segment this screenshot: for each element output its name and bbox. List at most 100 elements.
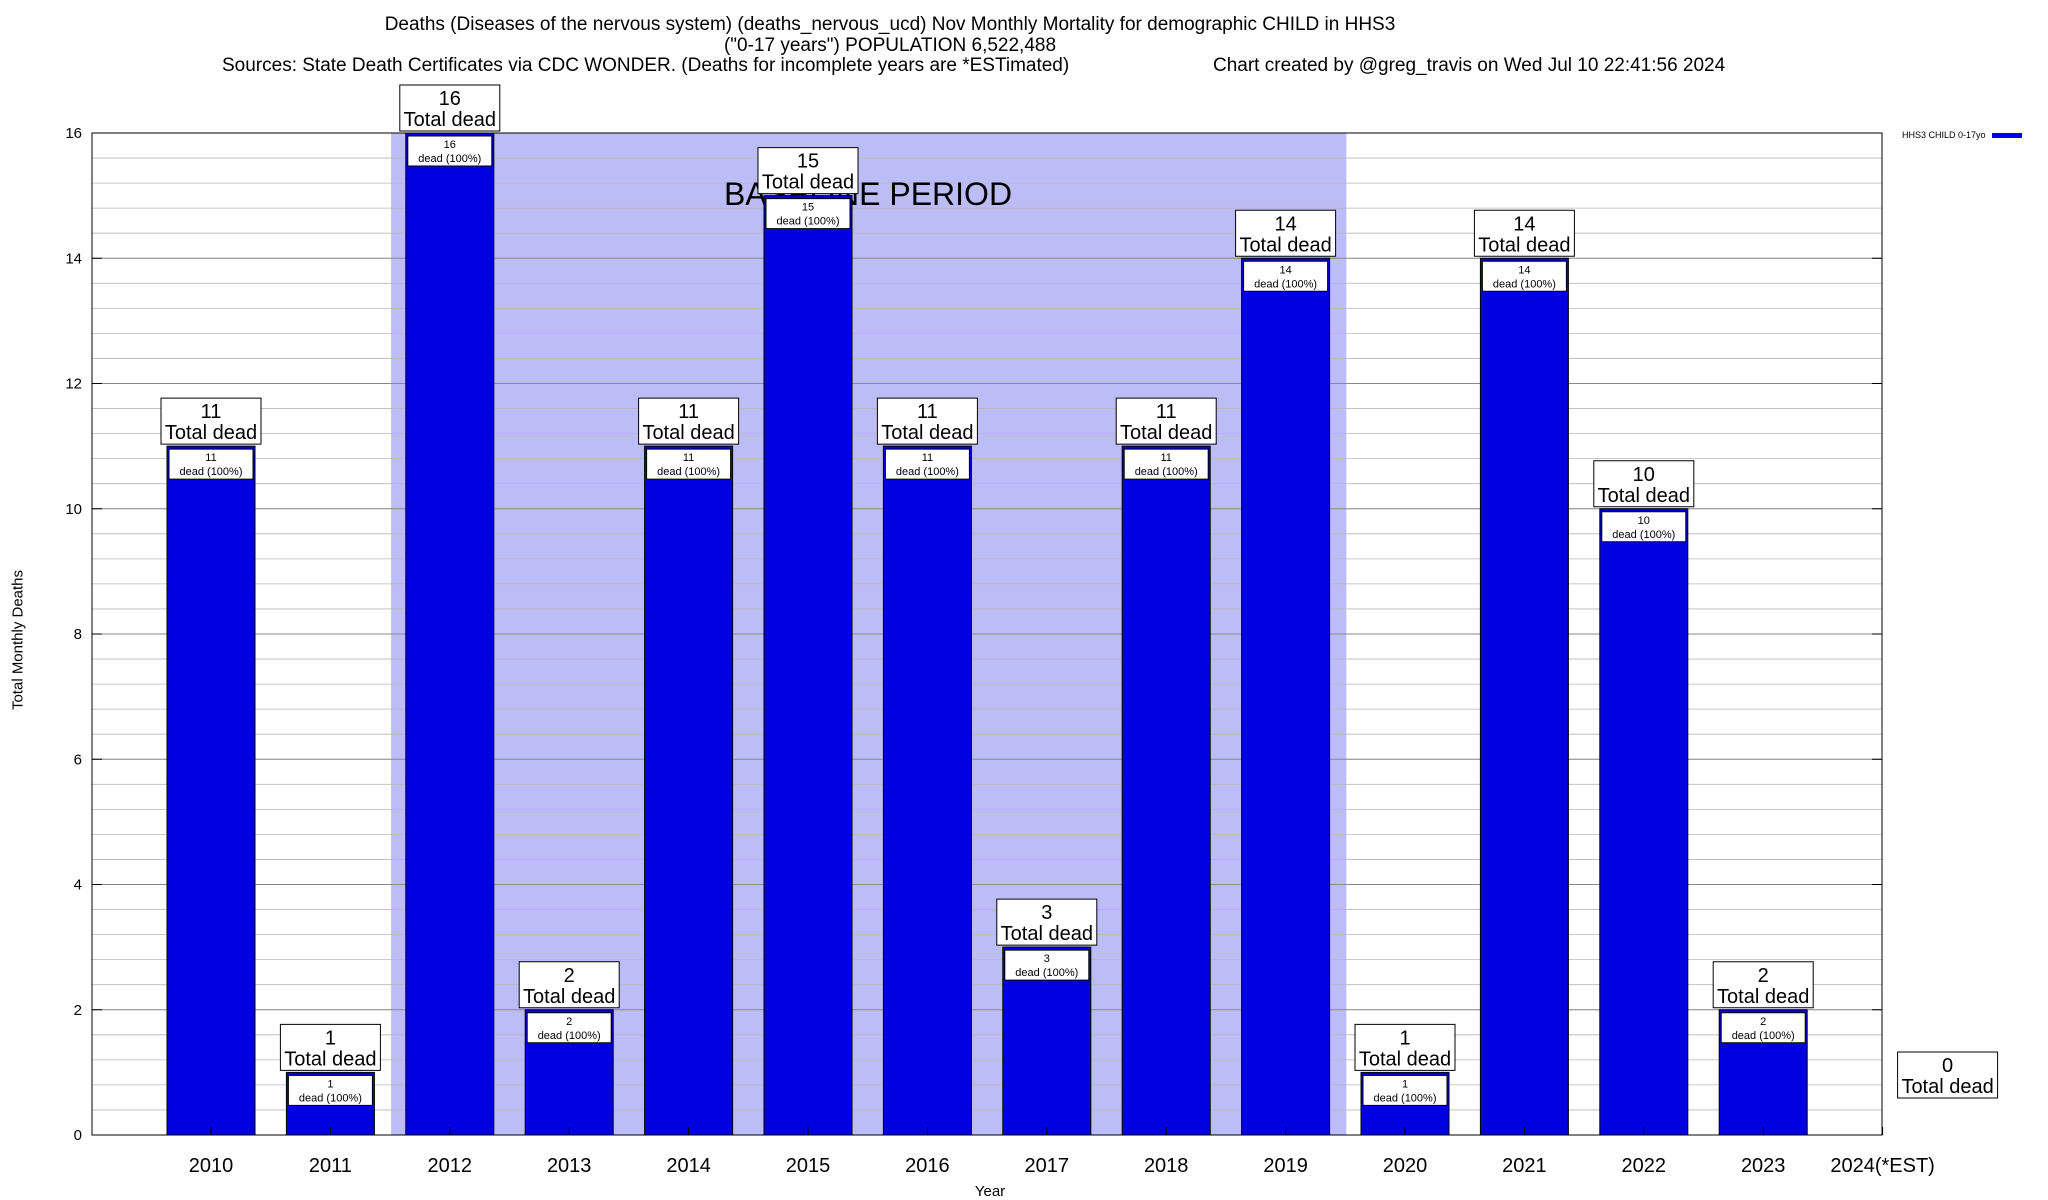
bar [644,445,734,1136]
bar-inner-label: dead (100%) [1493,278,1556,290]
bar-inner-label: dead (100%) [299,1092,362,1104]
bar-total-label: Total dead [1717,986,1809,1008]
x-tick-label: 2019 [1263,1155,1308,1177]
bar-total-value: 0 [1942,1055,1953,1077]
bar-inner-label-box [1362,1074,1448,1106]
bar-total-value: 16 [439,88,461,110]
bar-total-label: Total dead [1598,485,1690,507]
bar-inner-value: 14 [1518,264,1530,276]
bar-total-label: Total dead [1001,923,1093,945]
bar-total-label: Total dead [881,422,973,444]
bar-inner-label-box [287,1074,373,1106]
bar-inner-label: dead (100%) [180,466,243,478]
bar-total-value: 2 [564,965,575,987]
chart-title-line-2: ("0-17 years") POPULATION 6,522,488 [723,35,1057,56]
bar-inner-label-box [765,198,851,230]
chart-title-line-1: Deaths (Diseases of the nervous system) … [384,14,1396,35]
bar-inner-label-box [1481,260,1567,292]
x-tick-label: 2017 [1025,1155,1070,1177]
bar-total-value: 2 [1758,965,1769,987]
bar-inner-label: dead (100%) [657,466,720,478]
legend-swatch [1991,133,2022,139]
bar-inner-value: 2 [566,1016,572,1028]
x-tick-label: 2014 [666,1155,711,1177]
bar-total-label-box [1712,961,1814,1009]
y-tick-label: 14 [65,250,82,267]
legend: HHS3 CHILD 0-17yo [1902,130,2022,140]
bar-inner-label: dead (100%) [1254,278,1317,290]
plot-frame [91,132,1883,1136]
bar-total-label: Total dead [523,986,615,1008]
bar-inner-value: 11 [683,452,694,464]
x-tick-label: 2023 [1741,1155,1786,1177]
bar-total-label-box [1473,209,1575,257]
bar-inner-label-box [1004,949,1090,981]
x-tick-label: 2011 [309,1155,352,1177]
bar-inner-label-box [884,448,970,480]
chart-credit: Chart created by @greg_travis on Wed Jul… [1213,55,1726,76]
x-tick-label: 2022 [1622,1155,1667,1177]
bar-total-label-box [399,84,501,132]
bar [1479,257,1569,1136]
bar [882,445,972,1136]
bar [1599,508,1689,1136]
chart-sources: Sources: State Death Certificates via CD… [222,55,1070,76]
x-axis-label: Year [974,1183,1006,1200]
bar-inner-label-box [646,448,732,480]
bar-total-value: 11 [678,401,699,423]
bar-total-label-box [996,898,1098,946]
bar-inner-label: dead (100%) [1612,529,1675,541]
bar-total-value: 11 [1156,401,1177,423]
bar-total-value: 15 [797,151,819,173]
bar-inner-label-box [168,448,254,480]
y-tick-label: 12 [65,376,82,393]
x-tick-label: 2015 [786,1155,831,1177]
bar-total-label: Total dead [284,1048,376,1070]
x-tick-label: 2024(*EST) [1830,1155,1935,1177]
bar-inner-value: 14 [1279,264,1291,276]
bar-total-value: 11 [917,401,938,423]
bar-inner-value: 16 [444,139,456,151]
bar-inner-value: 11 [1160,452,1171,464]
x-tick-label: 2018 [1144,1155,1189,1177]
bar-total-label-box [1897,1051,1999,1099]
x-tick-label: 2013 [547,1155,592,1177]
y-tick-label: 16 [65,125,82,142]
x-tick-label: 2012 [428,1155,473,1177]
bar-inner-value: 1 [327,1078,333,1090]
bar [763,195,853,1136]
y-tick-label: 6 [74,751,82,768]
bar-inner-label-box [1243,260,1329,292]
bar [1121,445,1211,1136]
x-tick-label: 2021 [1502,1155,1547,1177]
bar-inner-label-box [407,135,493,167]
bar [166,445,256,1136]
bar-inner-label: dead (100%) [777,216,840,228]
bar-inner-label-box [1720,1012,1806,1044]
bar-total-label: Total dead [1120,422,1212,444]
bar-inner-value: 3 [1044,953,1050,965]
bar-total-label: Total dead [642,422,734,444]
x-tick-label: 2010 [189,1155,234,1177]
x-tick-label: 2016 [905,1155,950,1177]
bar-total-value: 1 [1399,1027,1410,1049]
legend-label: HHS3 CHILD 0-17yo [1902,130,1986,140]
bar-total-value: 11 [201,401,222,423]
y-tick-label: 4 [74,877,82,894]
y-tick-label: 10 [65,501,82,518]
bar-inner-label: dead (100%) [1374,1092,1437,1104]
bar [405,132,495,1136]
bar-inner-label: dead (100%) [896,466,959,478]
bar-total-label-box [1593,460,1695,508]
bar-total-value: 14 [1513,213,1535,235]
bar-total-label: Total dead [762,172,854,194]
bar-total-label: Total dead [1478,234,1570,256]
y-axis-label: Total Monthly Deaths [9,569,27,711]
bar-inner-label: dead (100%) [418,153,481,165]
bar-total-value: 14 [1274,213,1296,235]
bar-inner-value: 11 [205,452,216,464]
bar-total-value: 3 [1041,902,1052,924]
bar-inner-label-box [526,1012,612,1044]
bar-inner-value: 2 [1760,1016,1766,1028]
